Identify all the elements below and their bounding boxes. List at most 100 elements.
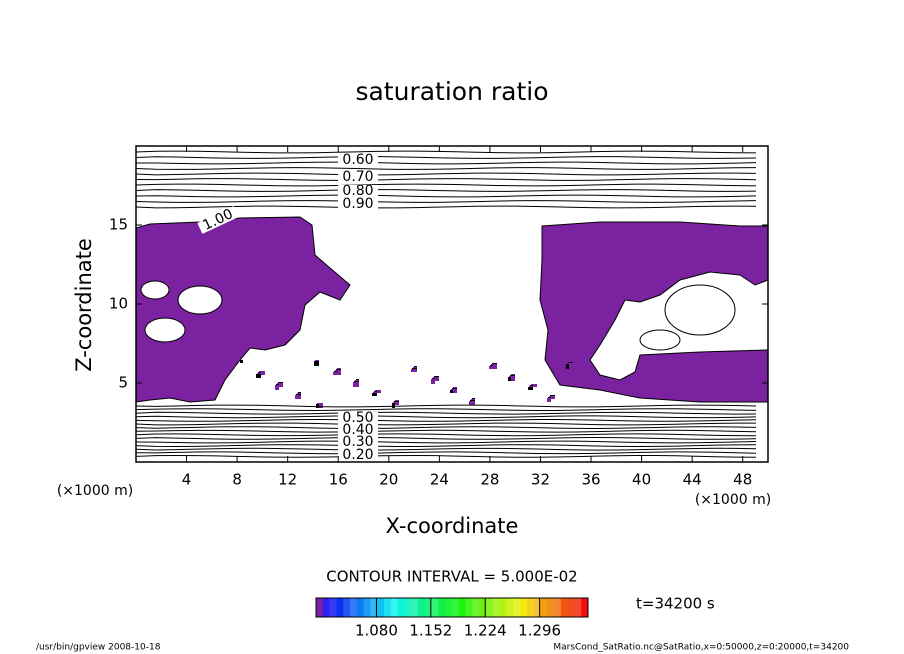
region-hole (664, 284, 736, 336)
contour-line (135, 429, 757, 433)
footer-right: MarsCond_SatRatio.nc@SatRatio,x=0:50000,… (553, 643, 849, 653)
x-tick-label: 12 (278, 471, 297, 489)
x-tick-label: 44 (683, 471, 702, 489)
contour-line (135, 167, 757, 170)
colorbar-swatch (567, 598, 575, 617)
colorbar-swatch (418, 598, 426, 617)
colorbar-swatch (581, 598, 589, 617)
contour-line (135, 422, 757, 426)
x-tick-label: 40 (632, 471, 651, 489)
small-cell (314, 361, 319, 366)
x-tick-label: 20 (379, 471, 398, 489)
colorbar-swatch (560, 598, 568, 617)
small-cell (277, 383, 283, 387)
x-tick-label: 48 (733, 471, 752, 489)
x-tick-label: 32 (531, 471, 550, 489)
small-cell (531, 384, 537, 387)
contour-label-bg (338, 171, 378, 183)
contour-line (135, 189, 757, 192)
colorbar-swatch (506, 598, 514, 617)
contour-line (135, 172, 757, 176)
colorbar-swatch (486, 598, 494, 617)
colorbar-swatch (356, 598, 364, 617)
contour-label-bg (338, 412, 378, 424)
contour-line (135, 451, 757, 455)
contour-label: 0.30 (342, 434, 373, 450)
colorbar-swatch (384, 598, 392, 617)
colorbar-swatch (465, 598, 473, 617)
small-cell (547, 398, 551, 402)
contour-line (135, 426, 757, 429)
contour-line (135, 418, 757, 422)
y-unit-label: (×1000 m) (57, 483, 133, 499)
contour-line (135, 183, 757, 187)
x-tick-label: 24 (430, 471, 449, 489)
colorbar-swatch (363, 598, 371, 617)
contour-line (135, 200, 757, 203)
colorbar-swatch (343, 598, 351, 617)
contour-line (135, 150, 757, 154)
contour-line (135, 455, 757, 458)
footer-left: /usr/bin/gpview 2008-10-18 (36, 643, 161, 653)
small-cell (411, 369, 417, 372)
colorbar-swatch (554, 598, 562, 617)
small-cell (469, 401, 475, 405)
y-tick-label: 10 (109, 295, 128, 313)
time-label: t=34200 s (636, 595, 715, 613)
contour-label: 0.60 (342, 152, 373, 168)
colorbar-swatch (404, 598, 412, 617)
colorbar-frame (315, 597, 589, 618)
colorbar-swatch (397, 598, 405, 617)
colorbar-swatch (479, 598, 487, 617)
colorbar-swatch (350, 598, 358, 617)
colorbar-swatch (472, 598, 480, 617)
contour-line (135, 404, 757, 408)
contour-label-bg (338, 424, 378, 436)
colorbar-swatch (513, 598, 521, 617)
small-cell (528, 387, 533, 390)
contour-line (135, 194, 757, 198)
small-cell (259, 371, 265, 375)
small-cell (335, 370, 341, 375)
contour-label-bg (338, 185, 378, 197)
contour-line (135, 205, 757, 209)
contour-line (135, 415, 757, 419)
x-tick-label: 28 (480, 471, 499, 489)
region-hole (177, 285, 223, 315)
region-hole (140, 280, 170, 300)
contour-label-bg (338, 449, 378, 461)
contour-line (135, 161, 757, 165)
colorbar-swatch (390, 598, 398, 617)
colorbar-swatch (370, 598, 378, 617)
x-tick-label: 16 (329, 471, 348, 489)
small-cell (509, 376, 515, 381)
colorbar-swatch (322, 598, 330, 617)
contour-line (135, 178, 757, 181)
colorbar-swatch (377, 598, 385, 617)
colorbar-swatch (492, 598, 500, 617)
x-tick-label: 8 (232, 471, 242, 489)
small-cell (333, 372, 337, 375)
small-cell (392, 403, 395, 408)
small-cell (549, 396, 555, 399)
contour-label: 0.80 (342, 183, 373, 199)
contour-line (135, 440, 757, 444)
contour-line (135, 444, 757, 447)
supersaturated-region (135, 216, 351, 403)
colorbar-swatch (411, 598, 419, 617)
contour-interval: CONTOUR INTERVAL = 5.000E-02 (326, 568, 577, 586)
colorbar-tick-label: 1.224 (464, 622, 507, 640)
colorbar-swatch (424, 598, 432, 617)
x-tick-label: 4 (182, 471, 192, 489)
colorbar-swatch (431, 598, 439, 617)
contour-label: 0.70 (342, 169, 373, 185)
contour-label: 0.20 (342, 447, 373, 463)
contour-label-bg (338, 436, 378, 448)
colorbar-swatch (547, 598, 555, 617)
small-cell (450, 390, 453, 393)
colorbar-swatch (574, 598, 582, 617)
small-cell (375, 390, 381, 393)
colorbar-swatch (445, 598, 453, 617)
colorbar-tick-label: 1.080 (355, 622, 398, 640)
small-cell (508, 377, 511, 381)
